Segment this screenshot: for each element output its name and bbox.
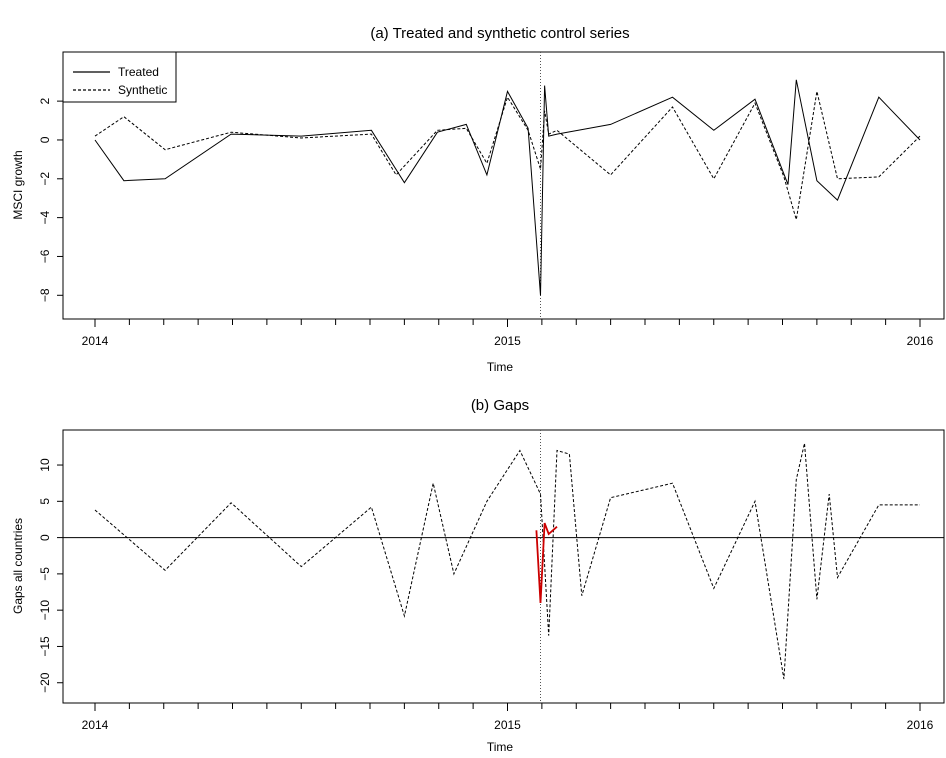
y-tick-label: −8	[38, 288, 52, 302]
y-tick-label: 2	[38, 97, 52, 104]
series-line-gap-1	[535, 522, 558, 603]
y-tick-label: −4	[38, 210, 52, 224]
series-line-gap-0	[94, 443, 920, 680]
chart-title-a: (a) Treated and synthetic control series	[370, 25, 629, 42]
y-axis-label-b: Gaps all countries	[11, 518, 25, 614]
panel-gaps: (b) Gaps 2014 2015 2016 10 5 0 −5 −10 −15 −20 Ti…	[11, 397, 945, 754]
x-tick-label: 2014	[82, 718, 109, 732]
plot-frame-a	[62, 51, 945, 320]
y-tick-label: 5	[38, 498, 52, 505]
y-axis-a: 2 0 −2 −4 −6 −8	[38, 97, 63, 302]
y-tick-label: −15	[38, 636, 52, 657]
legend-label-synthetic: Synthetic	[118, 83, 167, 97]
plot-frame-b	[62, 429, 945, 704]
legend-a: Treated Synthetic	[62, 51, 177, 103]
y-tick-label: −5	[38, 567, 52, 581]
panel-treated-synthetic: (a) Treated and synthetic control series…	[11, 25, 945, 374]
x-tick-label: 2016	[907, 718, 934, 732]
y-tick-label: 0	[38, 534, 52, 541]
y-tick-label: −20	[38, 672, 52, 693]
y-tick-label: −6	[38, 249, 52, 263]
x-axis-b: 2014 2015 2016	[82, 703, 934, 732]
series-lines-a	[94, 79, 921, 296]
x-axis-a: 2014 2015 2016	[82, 319, 934, 348]
x-axis-label-a: Time	[487, 360, 514, 374]
x-tick-label: 2015	[494, 718, 521, 732]
legend-box	[62, 51, 177, 103]
series-line-synthetic	[94, 91, 921, 220]
y-axis-label-a: MSCI growth	[11, 150, 25, 219]
y-tick-label: −2	[38, 172, 52, 186]
y-axis-b: 10 5 0 −5 −10 −15 −20	[38, 458, 63, 693]
x-tick-label: 2015	[494, 334, 521, 348]
legend-label-treated: Treated	[118, 65, 159, 79]
chart-title-b: (b) Gaps	[471, 397, 529, 414]
x-tick-label: 2016	[907, 334, 934, 348]
y-tick-label: 10	[38, 458, 52, 472]
series-line-treated	[94, 79, 921, 296]
y-tick-label: −10	[38, 600, 52, 621]
y-tick-label: 0	[38, 136, 52, 143]
x-tick-label: 2014	[82, 334, 109, 348]
series-lines-b	[94, 443, 920, 680]
x-axis-label-b: Time	[487, 740, 514, 754]
